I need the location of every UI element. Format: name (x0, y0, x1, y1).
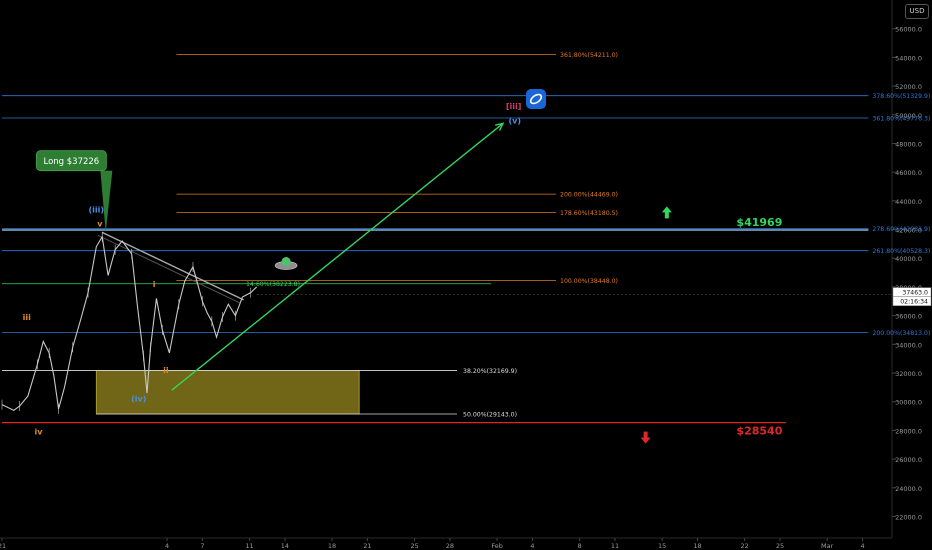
wave-label: (iii) (89, 205, 105, 214)
price-axis-label: 52000.0 (895, 83, 922, 91)
time-axis-label: 22 (741, 542, 749, 550)
fib-level-label: 361.80%(49776.3) (872, 115, 930, 122)
wave-label: ii (163, 366, 169, 375)
time-axis-label: 4 (165, 542, 169, 550)
callout-label: Long $37226 (44, 157, 100, 167)
price-axis-label: 44000.0 (895, 198, 922, 206)
price-axis-label: 24000.0 (895, 485, 922, 493)
arrow-up-icon (661, 206, 672, 219)
ufo-dome-icon (281, 257, 291, 267)
time-axis-label: 25 (776, 542, 784, 550)
time-axis-label: 4 (530, 542, 534, 550)
time-axis-label: 15 (658, 542, 666, 550)
projection-arrow-head (495, 122, 505, 131)
price-axis-label: 32000.0 (895, 370, 922, 378)
resistance-label: $41969 (736, 216, 782, 229)
time-axis-label: 8 (578, 542, 582, 550)
price-axis-label: 56000.0 (895, 26, 922, 34)
callout-pointer (100, 170, 113, 233)
fib-level-label: 361.80%(54211.0) (560, 52, 618, 59)
callout-box[interactable] (35, 150, 107, 172)
price-axis-label: 48000.0 (895, 140, 922, 148)
price-axis-label: 46000.0 (895, 169, 922, 177)
time-axis-label: Feb (491, 542, 503, 550)
time-axis-label: 28 (446, 542, 454, 550)
price-axis-label: 50000.0 (895, 112, 922, 120)
time-axis-label: 4 (860, 542, 864, 550)
fib-level-label: 200.00%(34813.0) (872, 330, 930, 337)
fib-level-label: 378.60%(51329.9) (872, 93, 930, 100)
current-price-label: 37463.0 (902, 290, 928, 297)
wave-label: (v) (509, 116, 522, 125)
price-axis-label: 40000.0 (895, 255, 922, 263)
wave-label: iv (35, 428, 44, 437)
time-axis-label: 21 (363, 542, 371, 550)
time-axis-label: Mar (821, 542, 834, 550)
price-axis-label: 22000.0 (895, 513, 922, 521)
time-axis-label: 21 (0, 542, 6, 550)
arrow-down-icon (640, 431, 651, 444)
wave-label: [iii] (506, 102, 522, 111)
fib-level-label: 278.60%(42081.9) (872, 226, 930, 233)
fib-level-label: 200.00%(44469.0) (560, 192, 618, 199)
time-axis-label: 11 (245, 542, 253, 550)
fib-level-label: 38.20%(32169.9) (463, 368, 517, 375)
down-trendline[interactable] (101, 231, 244, 301)
price-series-line[interactable] (1, 235, 258, 411)
price-axis-label: 26000.0 (895, 456, 922, 464)
fib-level-label: 261.80%(40528.3) (872, 248, 930, 255)
price-axis-label: 54000.0 (895, 54, 922, 62)
price-axis-label: 36000.0 (895, 313, 922, 321)
countdown-label: 02:16:34 (900, 299, 928, 306)
wave-label: i (153, 280, 156, 289)
time-axis-label: 18 (328, 542, 336, 550)
fib-level-label: 178.60%(43180.5) (560, 210, 618, 217)
buy-zone-box[interactable] (95, 370, 360, 415)
fib-level-label: 14.60%(38223.8) (246, 281, 300, 288)
price-axis-label: 28000.0 (895, 427, 922, 435)
wave-label: (iv) (131, 395, 146, 404)
time-axis-label: 25 (410, 542, 418, 550)
fib-level-label: 100.00%(38448.0) (560, 278, 618, 285)
support-label: $28540 (736, 425, 782, 438)
price-axis-label: 30000.0 (895, 399, 922, 407)
projection-arrow-line[interactable] (171, 122, 504, 391)
down-trendline-shadow (97, 234, 240, 304)
galaxy-swirl-icon (529, 93, 543, 105)
countdown-badge (892, 296, 932, 306)
price-axis-label: 34000.0 (895, 341, 922, 349)
price-axis-label: 42000.0 (895, 227, 922, 235)
time-axis-label: 11 (611, 542, 619, 550)
galaxy-icon (526, 88, 546, 109)
time-axis-label: 18 (693, 542, 701, 550)
fib-level-label: 50.00%(29143.0) (463, 412, 517, 419)
time-axis-label: 7 (200, 542, 204, 550)
currency-badge[interactable]: USD (905, 4, 929, 19)
wave-label: iii (23, 313, 31, 322)
wave-label: v (97, 220, 103, 229)
time-axis-label: 14 (281, 542, 289, 550)
